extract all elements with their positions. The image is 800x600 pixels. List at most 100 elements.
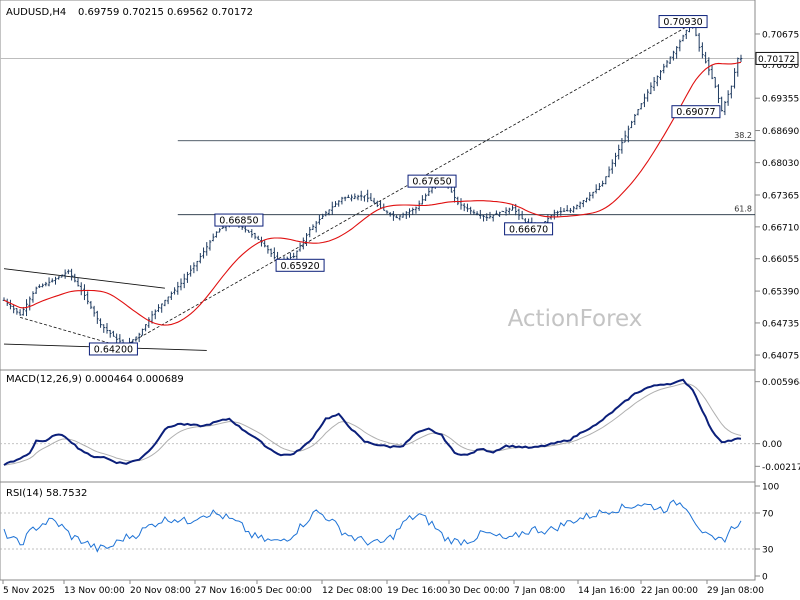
price-bar bbox=[292, 252, 295, 259]
price-bar bbox=[134, 336, 138, 342]
svg-text:0.67650: 0.67650 bbox=[412, 177, 451, 188]
price-bar bbox=[659, 70, 662, 80]
price-bar bbox=[298, 242, 302, 252]
price-bar bbox=[672, 50, 675, 61]
price-bar bbox=[153, 309, 157, 320]
price-bar bbox=[189, 265, 192, 277]
price-bar bbox=[488, 211, 492, 219]
price-level-label: 0.70930 bbox=[658, 15, 708, 29]
price-bar bbox=[350, 194, 353, 202]
time-tick-label: 22 Jan 00:00 bbox=[641, 586, 698, 596]
price-bar bbox=[717, 84, 720, 104]
price-bar bbox=[633, 113, 637, 125]
price-bar bbox=[115, 333, 118, 343]
price-bar bbox=[372, 197, 376, 204]
price-bar bbox=[186, 271, 189, 283]
price-bar bbox=[556, 210, 559, 217]
price-bar bbox=[173, 287, 176, 295]
time-tick-label: 20 Nov 08:00 bbox=[130, 586, 191, 596]
price-level-label: 0.67650 bbox=[407, 174, 457, 188]
rsi-line bbox=[3, 499, 742, 553]
price-bar bbox=[376, 200, 379, 208]
price-bar bbox=[572, 205, 575, 213]
svg-text:0.65920: 0.65920 bbox=[280, 261, 319, 272]
price-bar bbox=[63, 269, 67, 279]
price-tick-label: 0.64735 bbox=[762, 319, 799, 329]
price-bar bbox=[60, 274, 64, 278]
price-bar bbox=[585, 197, 588, 203]
price-bar bbox=[244, 225, 247, 233]
price-bar bbox=[684, 29, 688, 40]
price-tick-label: 0.66055 bbox=[762, 255, 799, 265]
channel-upper-line bbox=[3, 268, 165, 289]
current-price-label: 0.70172 bbox=[758, 55, 795, 65]
price-bar bbox=[704, 51, 707, 64]
rsi-tick-label: 70 bbox=[762, 510, 774, 520]
price-bar bbox=[736, 57, 740, 77]
price-bar bbox=[681, 34, 685, 42]
price-bar bbox=[614, 152, 617, 167]
price-level-label: 0.64200 bbox=[88, 342, 138, 356]
price-bar bbox=[701, 42, 704, 59]
price-bar bbox=[256, 235, 260, 241]
price-bar bbox=[253, 232, 257, 240]
price-bar bbox=[662, 63, 666, 74]
price-bar bbox=[356, 194, 360, 201]
rsi-panel[interactable]: RSI(14) 58.7532 100 70 30 0 bbox=[0, 481, 779, 583]
price-bar bbox=[170, 291, 173, 300]
svg-text:0.64200: 0.64200 bbox=[94, 344, 133, 355]
price-bar bbox=[192, 262, 196, 274]
price-bar bbox=[617, 144, 621, 160]
price-bar bbox=[211, 233, 215, 242]
macd-signal-line bbox=[3, 382, 742, 466]
price-tick-label: 0.65390 bbox=[762, 288, 799, 298]
price-bar bbox=[308, 226, 312, 238]
rsi-tick-label: 30 bbox=[762, 546, 774, 556]
price-bar bbox=[369, 193, 373, 202]
price-bar bbox=[337, 200, 341, 207]
price-tick-label: 0.70675 bbox=[762, 30, 799, 40]
rsi-panel-frame bbox=[0, 481, 756, 581]
price-bar bbox=[137, 332, 141, 343]
time-axis: 5 Nov 2025 13 Nov 00:00 20 Nov 08:00 27 Nov… bbox=[2, 580, 764, 596]
price-bar bbox=[591, 191, 595, 199]
price-bar bbox=[50, 278, 54, 283]
price-bar bbox=[517, 208, 521, 220]
price-tick-label: 0.68030 bbox=[762, 159, 799, 169]
price-bar bbox=[144, 324, 147, 332]
price-bar bbox=[713, 76, 717, 89]
price-panel[interactable]: AUDUSD,H4 0.69759 0.70215 0.69562 0.7017… bbox=[0, 0, 799, 371]
price-bar bbox=[665, 60, 669, 68]
price-bar bbox=[321, 213, 324, 220]
price-bar bbox=[623, 130, 627, 143]
price-bar bbox=[462, 203, 466, 212]
price-bar bbox=[366, 189, 369, 203]
price-bar bbox=[263, 240, 266, 248]
price-bar bbox=[92, 305, 96, 317]
svg-text:0.66670: 0.66670 bbox=[509, 224, 548, 235]
price-bar bbox=[359, 190, 363, 201]
price-bar bbox=[105, 323, 109, 334]
time-tick-label: 7 Jan 08:00 bbox=[514, 586, 566, 596]
price-bar bbox=[559, 207, 563, 216]
price-bar bbox=[565, 205, 569, 212]
price-bar bbox=[302, 237, 305, 250]
price-bar bbox=[646, 89, 649, 102]
price-bar bbox=[575, 204, 579, 210]
price-bar bbox=[218, 228, 221, 233]
price-bar bbox=[627, 125, 630, 143]
time-tick-label: 29 Jan 08:00 bbox=[707, 586, 764, 596]
price-bar bbox=[305, 233, 308, 247]
price-bar bbox=[160, 303, 163, 313]
price-bar bbox=[54, 276, 57, 285]
price-bar bbox=[511, 205, 514, 211]
price-bar bbox=[28, 296, 32, 311]
time-tick-label: 13 Nov 00:00 bbox=[64, 586, 125, 596]
price-bar bbox=[166, 296, 170, 305]
price-bar bbox=[733, 68, 736, 89]
price-bar bbox=[453, 186, 456, 203]
price-bar bbox=[311, 224, 315, 230]
price-bar bbox=[588, 192, 592, 202]
